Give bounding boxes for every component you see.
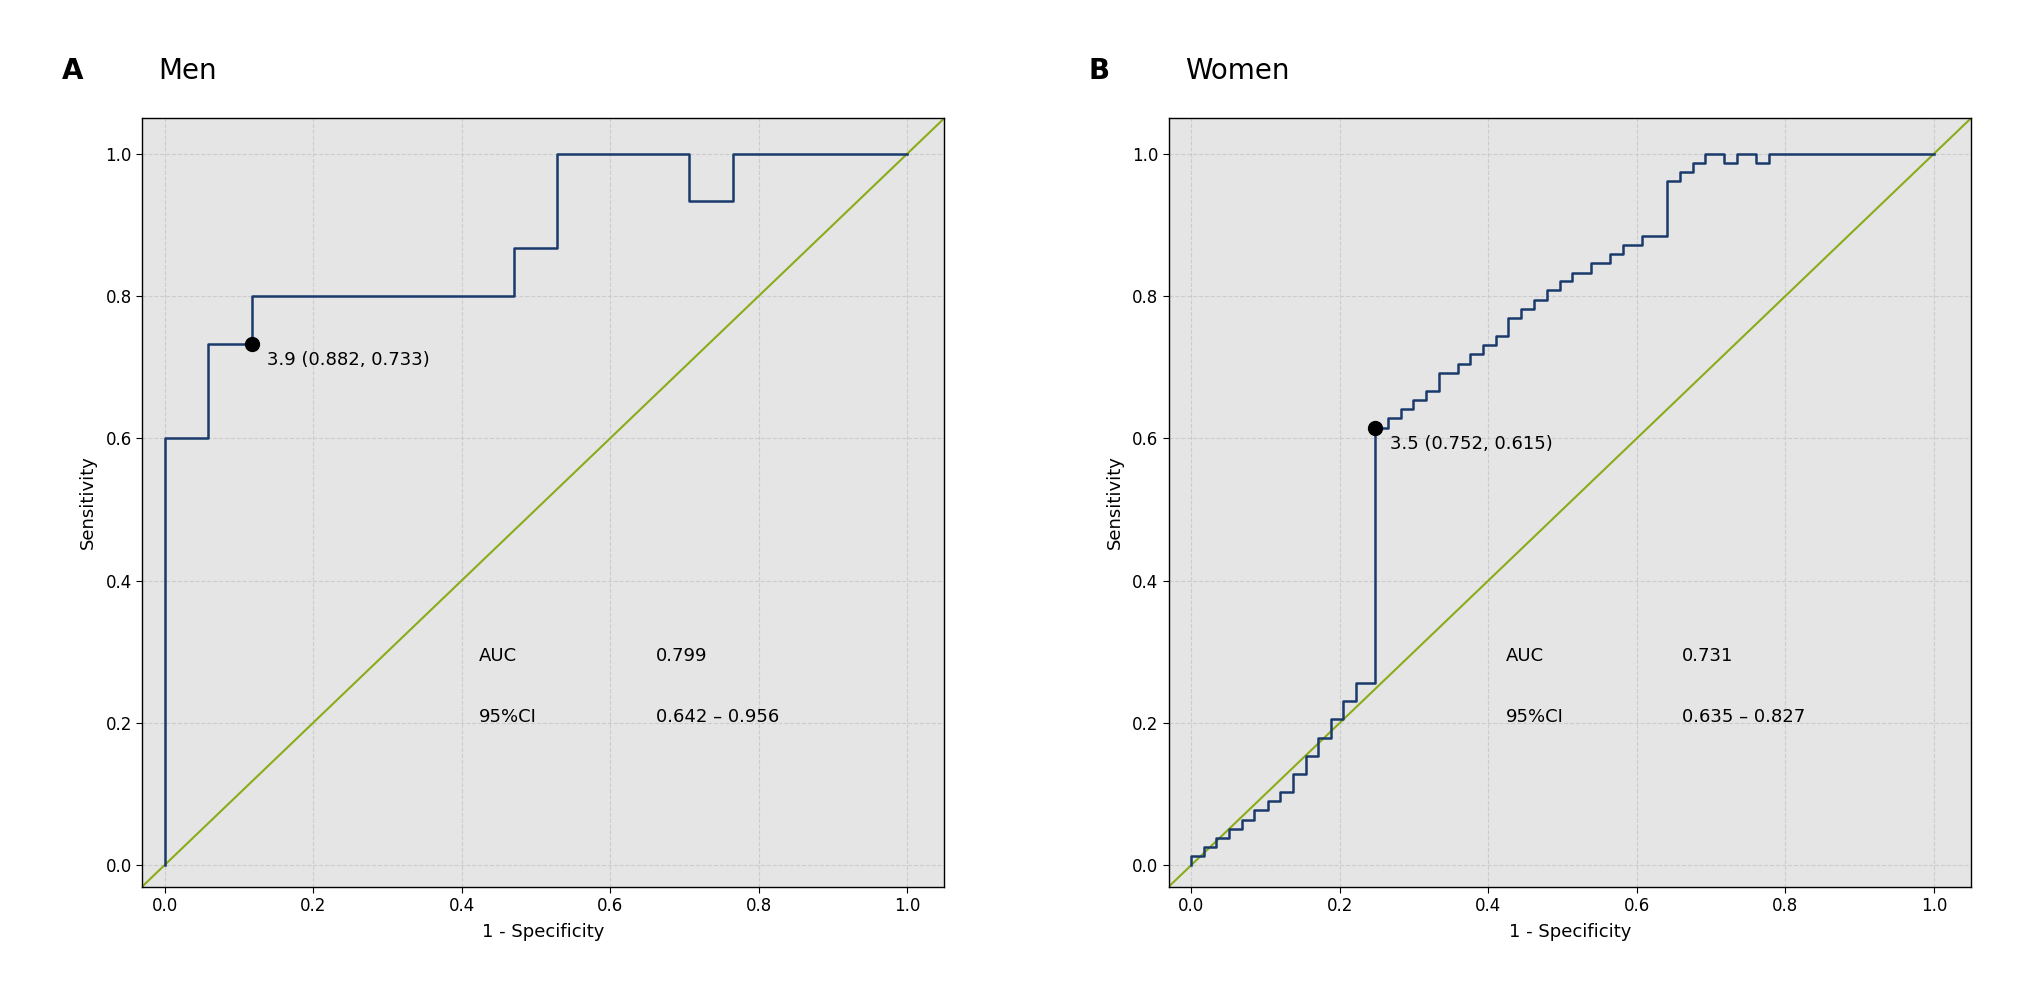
X-axis label: 1 - Specificity: 1 - Specificity <box>1510 923 1632 942</box>
Text: 3.9 (0.882, 0.733): 3.9 (0.882, 0.733) <box>266 351 429 369</box>
Text: 0.642 – 0.956: 0.642 – 0.956 <box>656 708 778 727</box>
Y-axis label: Sensitivity: Sensitivity <box>1105 455 1124 550</box>
Text: 0.635 – 0.827: 0.635 – 0.827 <box>1682 708 1806 727</box>
Text: 95%CI: 95%CI <box>1506 708 1565 727</box>
Y-axis label: Sensitivity: Sensitivity <box>79 455 98 550</box>
Text: Men: Men <box>158 57 217 85</box>
Text: 0.799: 0.799 <box>656 647 707 665</box>
Text: 95%CI: 95%CI <box>480 708 536 727</box>
Text: AUC: AUC <box>1506 647 1544 665</box>
Text: 0.731: 0.731 <box>1682 647 1733 665</box>
Text: Women: Women <box>1185 57 1290 85</box>
Text: B: B <box>1089 57 1109 85</box>
Text: 3.5 (0.752, 0.615): 3.5 (0.752, 0.615) <box>1390 435 1552 453</box>
X-axis label: 1 - Specificity: 1 - Specificity <box>482 923 604 942</box>
Text: AUC: AUC <box>480 647 518 665</box>
Text: A: A <box>63 57 83 85</box>
